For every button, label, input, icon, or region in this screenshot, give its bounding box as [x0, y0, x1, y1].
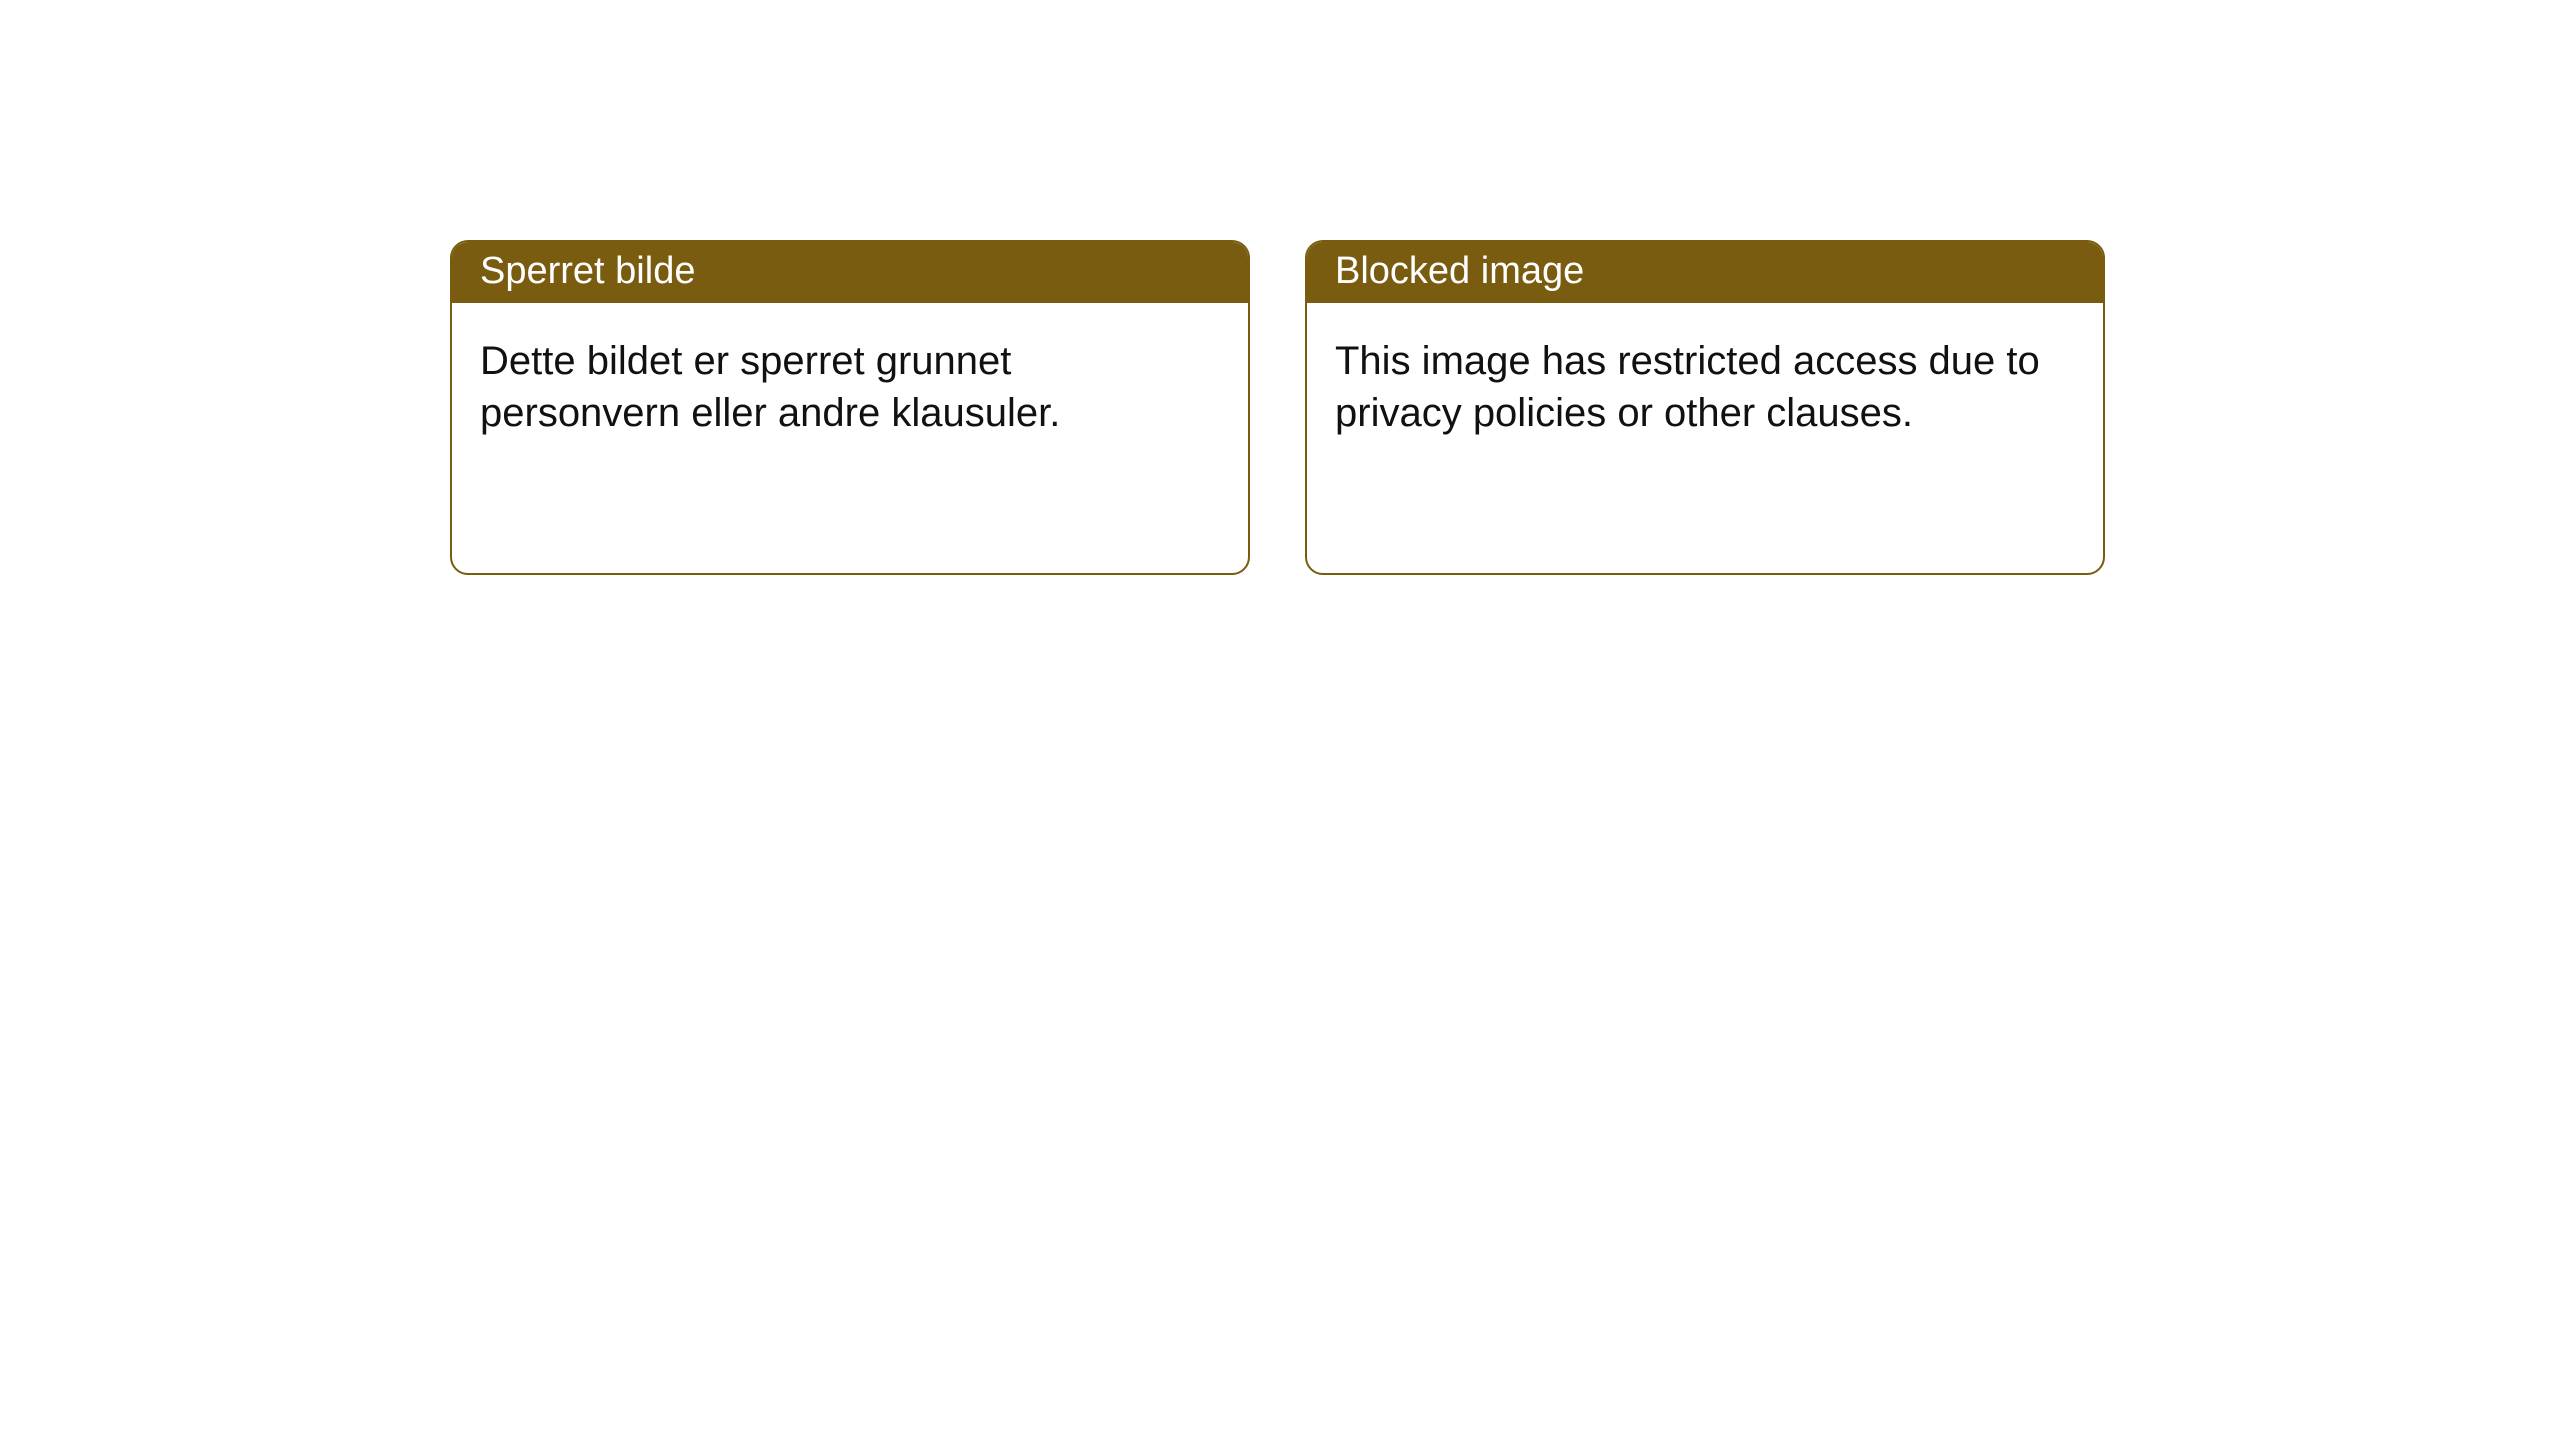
notice-title: Sperret bilde	[452, 242, 1248, 303]
notice-body-text: This image has restricted access due to …	[1307, 303, 2103, 471]
notice-body-text: Dette bildet er sperret grunnet personve…	[452, 303, 1248, 471]
notice-card-norwegian: Sperret bilde Dette bildet er sperret gr…	[450, 240, 1250, 575]
notice-container: Sperret bilde Dette bildet er sperret gr…	[0, 0, 2560, 575]
notice-title: Blocked image	[1307, 242, 2103, 303]
notice-card-english: Blocked image This image has restricted …	[1305, 240, 2105, 575]
